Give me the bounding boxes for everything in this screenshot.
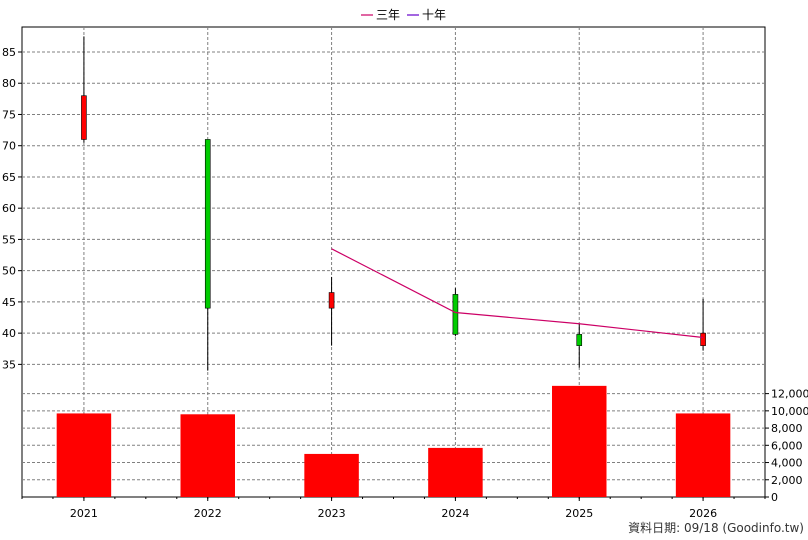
candle-body	[204, 139, 211, 309]
volume-tick-label: 12,000	[771, 388, 808, 401]
price-tick-label: 70	[2, 140, 16, 153]
candle-body	[452, 294, 459, 335]
volume-bar	[675, 413, 731, 497]
category-tick-label: 2023	[318, 507, 346, 520]
three-year-line	[331, 248, 704, 339]
candle-body	[700, 332, 706, 346]
legend-label: 十年	[422, 8, 446, 22]
category-tick-label: 2025	[565, 507, 593, 520]
volume-tick-label: 0	[771, 491, 778, 504]
price-tick-label: 40	[2, 327, 16, 340]
volume-bar	[552, 385, 607, 497]
data-date-footer: 資料日期: 09/18 (Goodinfo.tw)	[628, 521, 804, 535]
candle-body	[81, 95, 87, 140]
legend: 三年 十年	[361, 8, 446, 22]
candle-body	[576, 334, 583, 346]
category-tick-label: 2024	[441, 507, 469, 520]
price-tick-label: 80	[2, 77, 16, 90]
price-tick-label: 65	[2, 171, 16, 184]
category-tick-label: 2026	[689, 507, 717, 520]
candle-body	[328, 292, 335, 309]
volume-tick-label: 10,000	[771, 405, 808, 418]
price-tick-label: 45	[2, 296, 16, 309]
legend-label: 三年	[376, 8, 400, 22]
volume-bar	[56, 413, 112, 497]
price-tick-label: 60	[2, 202, 16, 215]
volume-tick-label: 2,000	[771, 474, 803, 487]
price-tick-label: 50	[2, 265, 16, 278]
plot-area	[21, 26, 766, 498]
price-tick-label: 75	[2, 108, 16, 121]
price-tick-label: 85	[2, 46, 16, 59]
price-tick-label: 35	[2, 358, 16, 371]
volume-tick-label: 4,000	[771, 457, 803, 470]
volume-bar	[428, 447, 483, 497]
volume-bar	[304, 453, 359, 497]
volume-bar	[180, 414, 235, 497]
category-tick-label: 2021	[70, 507, 98, 520]
volume-tick-label: 8,000	[771, 422, 803, 435]
volume-tick-label: 6,000	[771, 439, 803, 452]
category-tick-label: 2022	[194, 507, 222, 520]
price-tick-label: 55	[2, 233, 16, 246]
